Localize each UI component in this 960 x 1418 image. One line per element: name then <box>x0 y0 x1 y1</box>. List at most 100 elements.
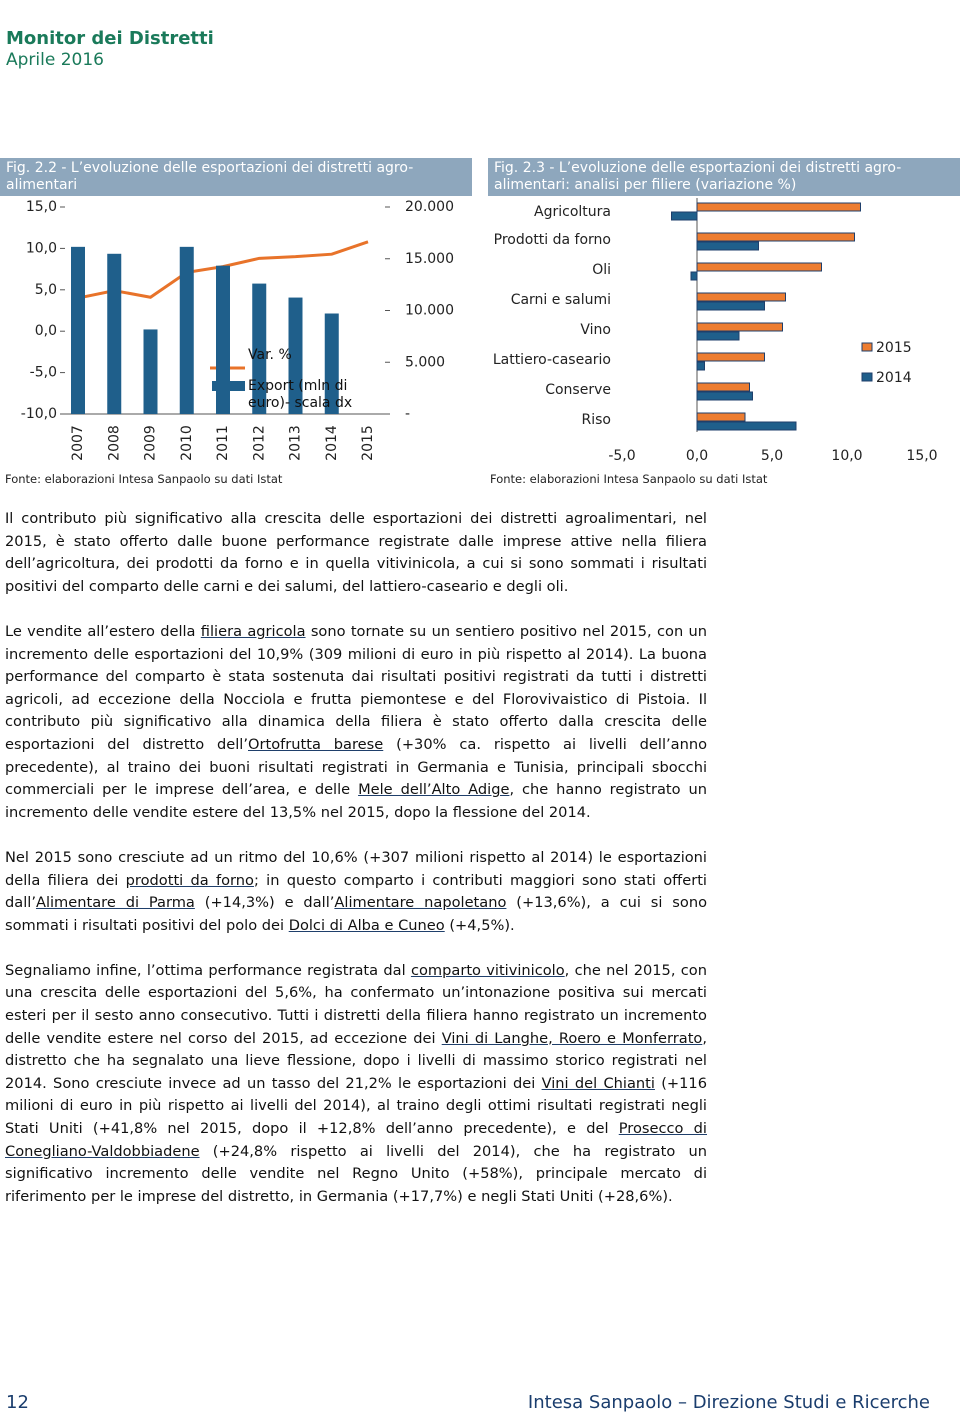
x-tick-label: 0,0 <box>686 448 708 464</box>
x-tick-label: 2011 <box>215 425 231 461</box>
highlight: Ortofrutta barese <box>248 735 384 753</box>
highlight: Dolci di Alba e Cuneo <box>288 916 445 934</box>
legend-label: Export (mln di euro)- scala dx <box>248 378 353 411</box>
bar <box>288 297 303 414</box>
x-tick-label: 2014 <box>324 425 340 461</box>
footer-publisher: Intesa Sanpaolo – Direzione Studi e Rice… <box>527 1392 930 1413</box>
category-label: Conserve <box>545 382 611 398</box>
x-tick-label: 2012 <box>251 425 267 461</box>
text-run: Nel 2015 sono cresciute ad un ritmo del … <box>5 848 707 889</box>
x-tick-label: 2010 <box>179 425 195 461</box>
x-tick-label: -5,0 <box>608 448 635 464</box>
highlight: Alimentare di Parma <box>35 894 195 912</box>
y-tick-label: -10,0 <box>21 406 57 422</box>
y2-tick-label: 15.000 <box>405 251 454 267</box>
x-tick-label: 2013 <box>288 425 304 461</box>
page-number: 12 <box>6 1392 29 1413</box>
legend-label: 2014 <box>876 370 912 386</box>
y-tick-label: -5,0 <box>30 365 57 381</box>
bar <box>671 211 698 221</box>
category-label: Riso <box>582 412 611 428</box>
legend-swatch <box>861 342 873 352</box>
chart-title: Fig. 2.3 - L’evoluzione delle esportazio… <box>488 158 960 196</box>
bar <box>252 283 267 414</box>
bar <box>696 322 783 332</box>
bar <box>690 271 698 281</box>
bar <box>324 313 339 414</box>
text-run: (+14,3%) e dall’ <box>194 894 335 912</box>
bar <box>696 331 740 341</box>
bar <box>696 232 855 242</box>
x-tick-label: 15,0 <box>906 448 937 464</box>
paragraph: Le vendite all’estero della filiera agri… <box>5 621 707 824</box>
y2-tick-label: 20.000 <box>405 199 454 215</box>
paragraph: Il contributo più significativo alla cre… <box>5 508 707 598</box>
category-label: Carni e salumi <box>511 292 611 308</box>
legend-swatch <box>861 372 873 382</box>
header-subtitle: Aprile 2016 <box>6 50 104 70</box>
bar <box>696 241 759 251</box>
text-run: (+13,6%), a cui si sono sommati i risult… <box>5 894 708 934</box>
text-run: , distretto che ha segnalato una lieve f… <box>5 1029 707 1092</box>
category-label: Lattiero-caseario <box>493 352 611 368</box>
text-run: Segnaliamo infine, l’ottima performance … <box>5 961 411 979</box>
bar <box>179 246 194 414</box>
x-tick-label: 5,0 <box>761 448 783 464</box>
paragraph: Nel 2015 sono cresciute ad un ritmo del … <box>5 847 707 937</box>
text-run: (+4,5%). <box>444 916 515 934</box>
text-run: , che nel 2015, con una crescita delle e… <box>5 961 707 1047</box>
legend-swatch <box>212 381 245 391</box>
text-run: ; in questo comparto i contributi maggio… <box>5 871 707 912</box>
highlight: comparto vitivinicolo <box>410 961 565 979</box>
chart-source: Fonte: elaborazioni Intesa Sanpaolo su d… <box>490 472 768 486</box>
bar <box>696 412 746 422</box>
bar <box>696 352 765 362</box>
x-tick-label: 2015 <box>360 425 376 461</box>
y-tick-label: 5,0 <box>35 282 57 298</box>
highlight: Alimentare napoletano <box>334 894 507 912</box>
bar <box>143 329 158 414</box>
category-label: Agricoltura <box>534 204 611 220</box>
bar <box>696 202 861 212</box>
x-tick-label: 2007 <box>70 425 86 461</box>
y2-tick-label: - <box>405 406 410 422</box>
x-tick-label: 10,0 <box>831 448 862 464</box>
text-run: (+24,8% rispetto ai livelli del 2014), c… <box>5 1142 707 1205</box>
category-label: Oli <box>592 262 611 278</box>
category-label: Prodotti da forno <box>494 232 611 248</box>
bar <box>696 262 822 272</box>
bar <box>107 253 122 414</box>
highlight: Vini di Langhe, Roero e Monferrato <box>441 1029 703 1047</box>
text-run: (+116 milioni di euro in più rispetto ai… <box>5 1074 707 1138</box>
category-label: Vino <box>580 322 611 338</box>
y-tick-label: 15,0 <box>26 199 57 215</box>
highlight: Vini del Chianti <box>541 1074 655 1092</box>
bar <box>71 246 85 414</box>
bar <box>696 361 705 371</box>
text-run: sono tornate su un sentiero positivo nel… <box>5 622 707 753</box>
bar <box>696 421 797 431</box>
body-text: Il contributo più significativo alla cre… <box>5 508 707 1231</box>
header-title: Monitor dei Distretti <box>6 28 214 49</box>
chart-source: Fonte: elaborazioni Intesa Sanpaolo su d… <box>5 472 283 486</box>
y2-tick-label: 5.000 <box>405 354 445 370</box>
bar <box>696 391 753 401</box>
bar <box>696 292 786 302</box>
text-run: , che hanno registrato un incremento del… <box>5 781 707 821</box>
paragraph: Segnaliamo infine, l’ottima performance … <box>5 960 707 1209</box>
text-run: (+30% ca. rispetto ai livelli dell’anno … <box>5 735 708 799</box>
x-tick-label: 2009 <box>143 425 159 461</box>
text-run: Le vendite all’estero della <box>5 622 201 640</box>
charts: -10,0 -5,0 0,0 5,0 10,0 15,0 - 5.000 10.000 15.00… <box>21 198 938 464</box>
chart-title: Fig. 2.2 - L’evoluzione delle esportazio… <box>0 158 472 196</box>
x-tick-label: 2008 <box>106 425 122 461</box>
legend-label: 2015 <box>876 340 912 356</box>
highlight: prodotti da forno <box>125 871 254 889</box>
y-tick-label: 10,0 <box>26 240 57 256</box>
y-tick-label: 0,0 <box>35 323 57 339</box>
y2-tick-label: 10.000 <box>405 303 454 319</box>
bar <box>696 382 750 392</box>
highlight: Mele dell’Alto Adige <box>358 781 510 799</box>
bar <box>216 265 230 414</box>
